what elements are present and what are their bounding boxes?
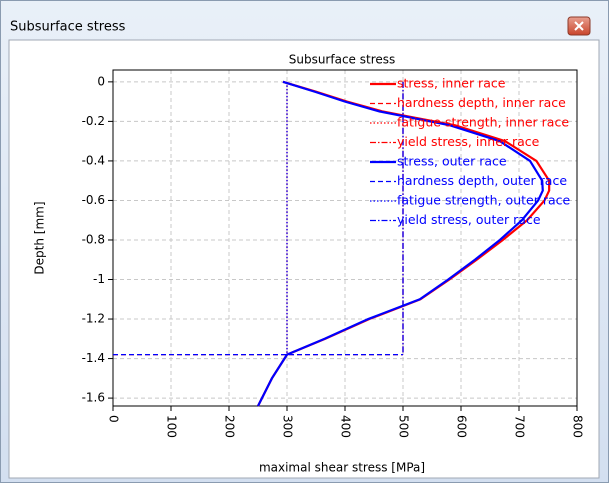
y-tick-label: -0.6: [82, 193, 105, 207]
x-tick-label: 200: [223, 415, 237, 438]
legend-label: yield stress, outer race: [397, 212, 541, 227]
x-tick-label: 500: [397, 415, 411, 438]
y-tick-label: -1: [93, 272, 105, 286]
x-tick-label: 300: [281, 415, 295, 438]
x-tick-label: 700: [513, 415, 527, 438]
legend-label: yield stress, inner race: [397, 134, 540, 149]
legend-label: stress, inner race: [397, 76, 506, 91]
legend-label: hardness depth, outer race: [397, 173, 567, 188]
y-tick-label: -0.2: [82, 114, 105, 128]
series-line: [257, 80, 544, 407]
y-tick-label: -1.4: [82, 351, 105, 365]
x-tick-label: 100: [165, 415, 179, 438]
chart-panel: [8, 39, 600, 479]
chart: Subsurface stress maximal shear stress […: [33, 53, 585, 475]
chart-title: Subsurface stress: [289, 53, 396, 67]
x-tick-label: 0: [107, 415, 121, 423]
x-tick-label: 400: [339, 415, 353, 438]
x-tick-label: 600: [455, 415, 469, 438]
legend-label: fatigue strength, inner race: [397, 115, 569, 130]
x-tick-label: 800: [571, 415, 585, 438]
y-tick-label: -0.4: [82, 153, 105, 167]
legend-label: stress, outer race: [397, 154, 507, 169]
window-title: Subsurface stress: [10, 20, 126, 35]
legend-label: hardness depth, inner race: [397, 95, 566, 110]
y-tick-label: -1.6: [82, 391, 105, 405]
legend-label: fatigue strength, outer race: [397, 193, 570, 208]
y-tick-label: -1.2: [82, 312, 105, 326]
y-axis-label: Depth [mm]: [33, 201, 47, 274]
x-axis-label: maximal shear stress [MPa]: [259, 461, 425, 475]
plot-frame: [112, 69, 578, 407]
y-tick-label: 0: [97, 74, 105, 88]
y-tick-label: -0.8: [82, 232, 105, 246]
close-icon: [574, 21, 584, 31]
